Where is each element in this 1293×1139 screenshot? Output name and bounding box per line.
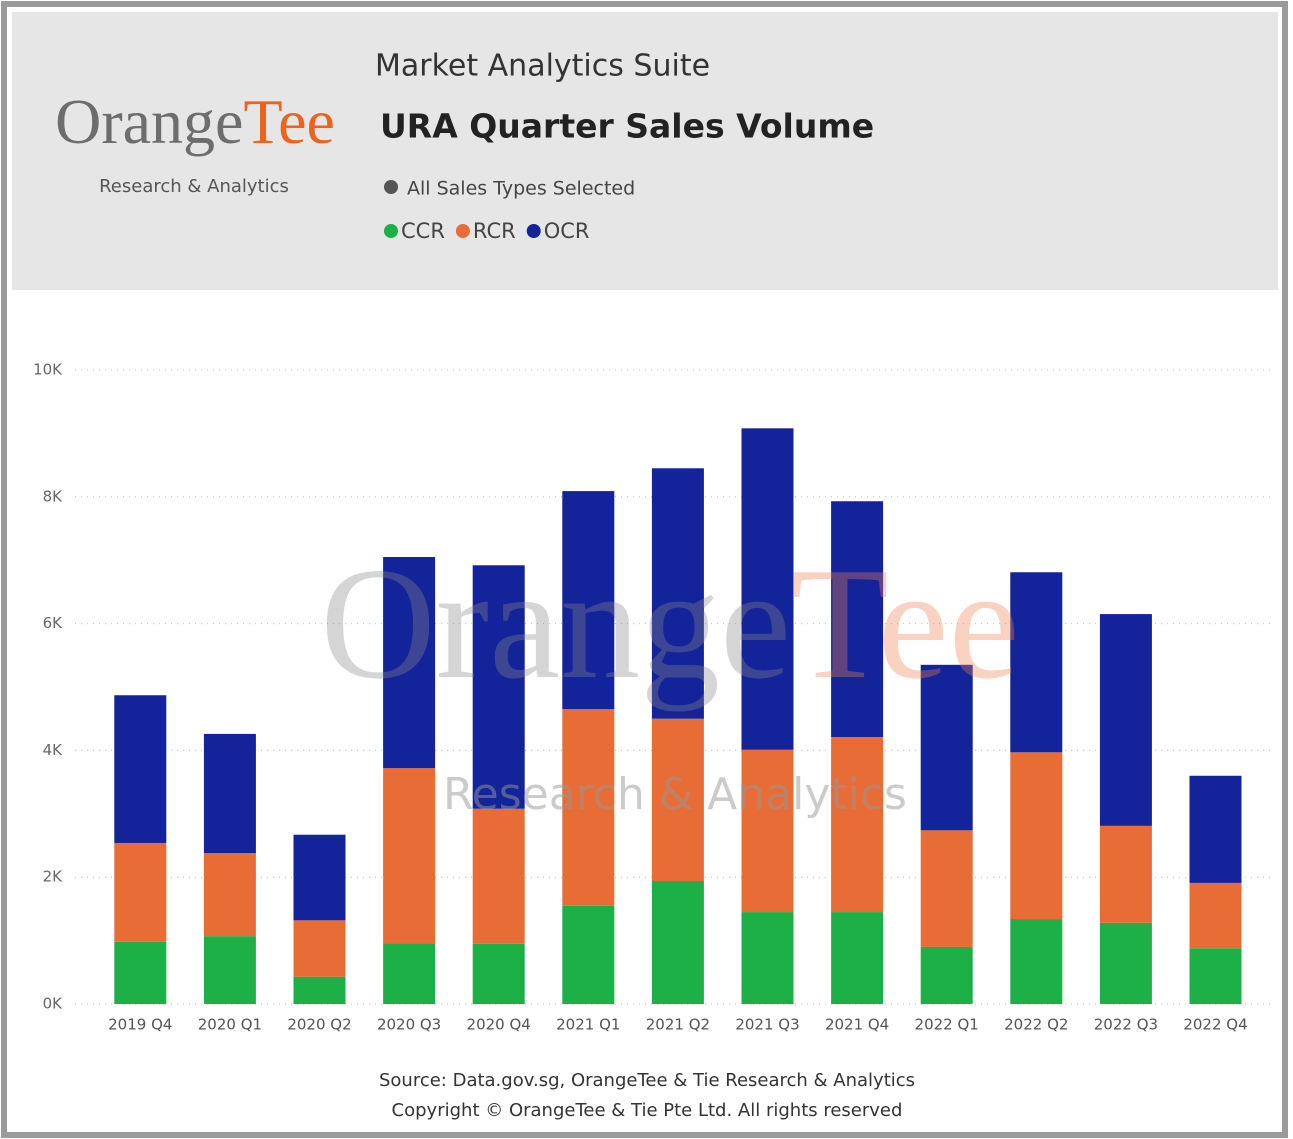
x-tick-label: 2020 Q3 (377, 1016, 441, 1034)
bar-segment (472, 943, 525, 1004)
bar-segment (562, 491, 615, 710)
bar-segment (383, 768, 436, 944)
legend: CCR RCR OCR (384, 219, 590, 243)
legend-swatch (526, 224, 541, 238)
selection-text: All Sales Types Selected (407, 178, 635, 200)
bar-segment (472, 808, 525, 944)
bar-segment (741, 749, 794, 913)
watermark-accent: Tee (791, 534, 1020, 712)
bar-segment (383, 557, 436, 769)
bar-segment (1189, 775, 1242, 883)
bar-segment (1010, 919, 1063, 1004)
bar-segment (293, 920, 346, 977)
watermark-main: Orange (320, 534, 791, 712)
bar-segment (920, 946, 973, 1004)
bar-segment (203, 936, 256, 1004)
bar-segment (651, 468, 704, 719)
x-tick-label: 2022 Q3 (1094, 1016, 1158, 1034)
x-tick-label: 2021 Q1 (556, 1016, 620, 1034)
bar-segment (562, 905, 615, 1004)
source: Source: Data.gov.sg, OrangeTee & Tie Res… (379, 1070, 915, 1091)
x-tick-label: 2021 Q4 (825, 1016, 889, 1034)
bar-segment (1099, 825, 1152, 923)
bar-segment (831, 912, 884, 1004)
x-tick-label: 2021 Q3 (735, 1016, 799, 1034)
bar-segment (114, 941, 167, 1004)
bar-segment (1189, 882, 1242, 949)
x-tick-label: 2022 Q2 (1004, 1016, 1068, 1034)
legend-swatch (384, 224, 398, 238)
bar-segment (1189, 948, 1242, 1004)
bar-segment (203, 853, 256, 937)
chart-title: URA Quarter Sales Volume (380, 107, 874, 146)
bar-segment (293, 834, 346, 921)
suite-title: Market Analytics Suite (375, 49, 710, 84)
bar-segment (383, 943, 436, 1004)
x-tick-label: 2022 Q1 (915, 1016, 979, 1034)
bar-segment (472, 565, 525, 809)
legend-swatch (455, 224, 470, 238)
bar-segment (741, 912, 794, 1004)
logo: OrangeTee (55, 86, 335, 157)
y-tick-label: 0K (43, 995, 64, 1013)
x-tick-label: 2020 Q2 (287, 1016, 351, 1034)
bar-segment (1010, 752, 1063, 920)
bar-segment (203, 733, 256, 854)
legend-label: OCR (544, 219, 590, 243)
header (12, 12, 1278, 290)
bar-segment (651, 881, 704, 1004)
logo-sub: Research & Analytics (99, 176, 289, 197)
y-tick-label: 2K (43, 868, 64, 886)
bar-segment (1099, 614, 1152, 826)
x-tick-label: 2020 Q4 (467, 1016, 531, 1034)
bar-segment (114, 842, 167, 942)
y-tick-label: 8K (43, 487, 64, 505)
logo-main: Orange (55, 86, 243, 157)
plot: 0K 2K 4K 6K 8K 10K 2019 Q4 2020 Q1 2020 Q2 2020 Q… (33, 361, 1275, 1034)
bar-segment (562, 709, 615, 906)
bar-segment (831, 501, 884, 738)
bar-segment (1099, 922, 1152, 1004)
watermark: OrangeTee (320, 534, 1019, 712)
bar-segment (651, 718, 704, 882)
x-tick-label: 2019 Q4 (108, 1016, 172, 1034)
x-tick-label: 2020 Q1 (198, 1016, 262, 1034)
copyright: Copyright © OrangeTee & Tie Pte Ltd. All… (392, 1100, 903, 1121)
y-tick-label: 6K (43, 614, 64, 632)
y-tick-label: 10K (33, 361, 63, 379)
legend-label: RCR (473, 219, 516, 243)
y-tick-label: 4K (43, 741, 64, 759)
selection-dot (384, 180, 398, 194)
logo-accent: Tee (243, 86, 334, 157)
bar-segment (920, 664, 973, 831)
legend-label: CCR (401, 219, 445, 243)
bar-segment (114, 695, 167, 843)
bar-segment (920, 830, 973, 947)
bar-segment (1010, 572, 1063, 753)
bar-segment (831, 737, 884, 913)
x-tick-label: 2021 Q2 (646, 1016, 710, 1034)
x-tick-label: 2022 Q4 (1183, 1016, 1247, 1034)
watermark-sub: Research & Analytics (443, 769, 907, 820)
bar-segment (741, 428, 794, 750)
bar-segment (293, 976, 346, 1004)
